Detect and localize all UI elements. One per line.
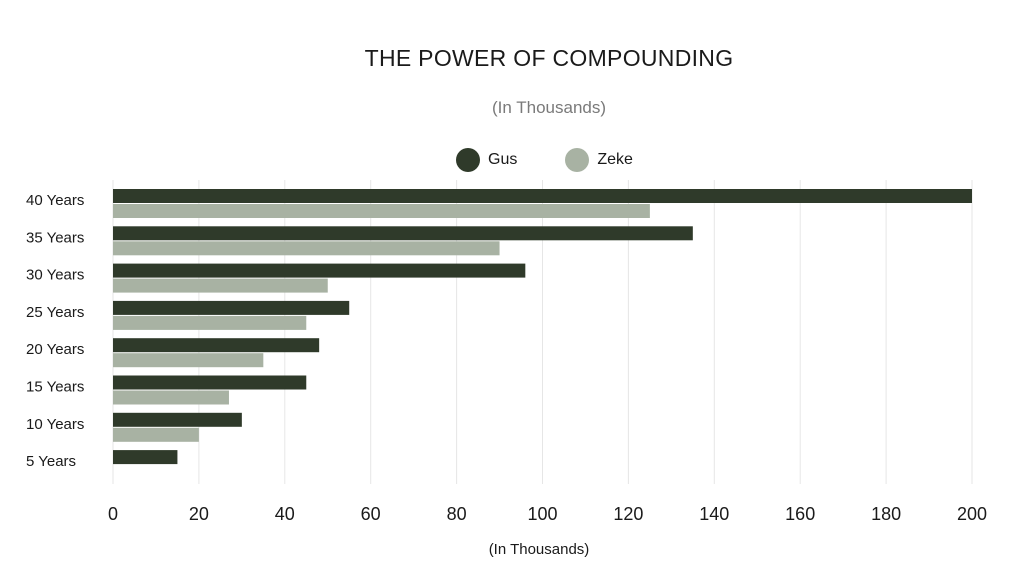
- bar-gus-15-years: [113, 375, 307, 390]
- x-tick-label-180: 180: [871, 504, 901, 524]
- chart-title: THE POWER OF COMPOUNDING: [364, 45, 734, 71]
- bar-gus-20-years: [113, 338, 320, 353]
- y-tick-label-25-years: 25 Years: [26, 304, 84, 321]
- bar-zeke-35-years: [113, 241, 500, 256]
- bar-gus-25-years: [113, 300, 350, 315]
- y-tick-label-10-years: 10 Years: [26, 416, 84, 433]
- y-tick-label-20-years: 20 Years: [26, 341, 84, 358]
- x-tick-label-160: 160: [785, 504, 815, 524]
- bar-zeke-15-years: [113, 390, 229, 405]
- bar-gus-35-years: [113, 226, 693, 241]
- x-tick-label-120: 120: [613, 504, 643, 524]
- x-tick-label-0: 0: [108, 504, 118, 524]
- legend-item-zeke: Zeke: [565, 148, 633, 172]
- bar-zeke-25-years: [113, 315, 307, 330]
- chart-subtitle: (In Thousands): [491, 98, 607, 117]
- legend-swatch-gus: [456, 148, 480, 172]
- x-tick-label-140: 140: [699, 504, 729, 524]
- bar-zeke-20-years: [113, 353, 264, 368]
- legend-label-gus: Gus: [488, 151, 518, 168]
- legend-swatch-zeke: [565, 148, 590, 172]
- x-tick-label-100: 100: [527, 504, 557, 524]
- x-tick-label-20: 20: [189, 504, 209, 524]
- bar-gus-10-years: [113, 412, 242, 427]
- bar-gus-5-years: [113, 450, 178, 465]
- bar-gus-40-years: [113, 189, 972, 203]
- x-tick-label-40: 40: [275, 504, 295, 524]
- x-tick-label-80: 80: [447, 504, 467, 524]
- legend-label-zeke: Zeke: [597, 151, 633, 168]
- bar-zeke-30-years: [113, 278, 328, 293]
- y-tick-label-30-years: 30 Years: [26, 267, 84, 284]
- y-tick-label-5-years: 5 Years: [26, 453, 76, 470]
- y-tick-label-40-years: 40 Years: [26, 192, 84, 209]
- chart-legend: Gus Zeke: [456, 148, 681, 172]
- bar-zeke-40-years: [113, 204, 650, 218]
- x-tick-label-60: 60: [361, 504, 381, 524]
- legend-item-gus: Gus: [456, 148, 517, 172]
- y-tick-label-15-years: 15 Years: [26, 379, 84, 396]
- x-tick-label-200: 200: [957, 504, 987, 524]
- bar-zeke-10-years: [113, 427, 199, 442]
- x-axis-label: (In Thousands): [488, 541, 590, 558]
- bar-gus-30-years: [113, 263, 526, 278]
- y-tick-label-35-years: 35 Years: [26, 229, 84, 246]
